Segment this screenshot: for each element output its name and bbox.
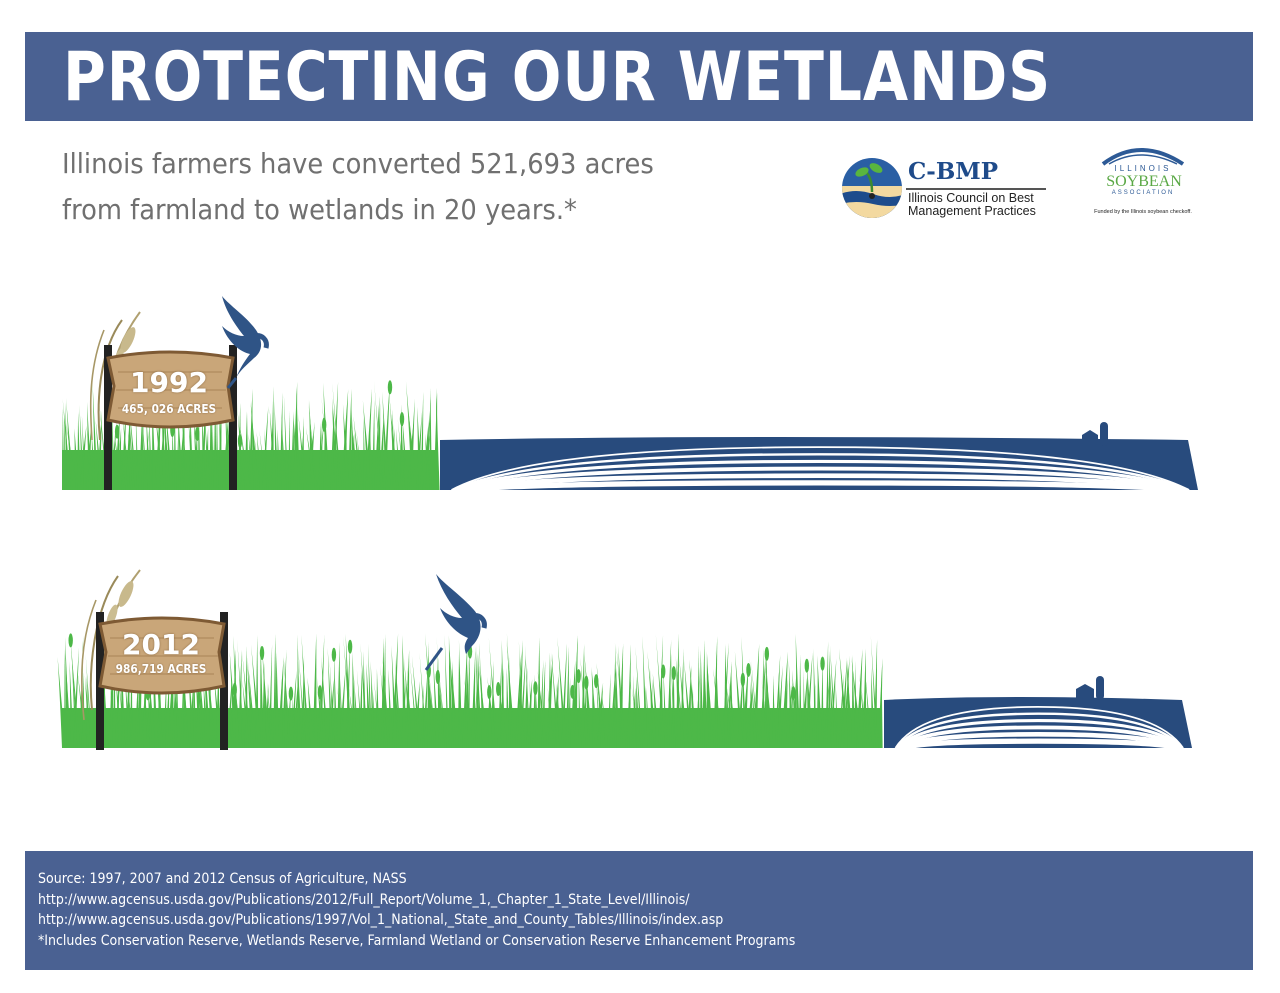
scene-1992 (62, 296, 1198, 493)
footer-link-2012[interactable]: http://www.agcensus.usda.gov/Publication… (38, 891, 690, 908)
footer-link-1997[interactable]: http://www.agcensus.usda.gov/Publication… (38, 912, 724, 928)
scene-2012 (57, 569, 1192, 751)
cbmp-divider (906, 188, 1046, 190)
footer-text: Source: 1997, 2007 and 2012 Census of Ag… (38, 869, 795, 951)
barn-silo-icon (1082, 422, 1108, 446)
sign-acres-2012: 986,719 ACRES (115, 662, 207, 676)
subtitle-line-2: from farmland to wetlands in 20 years.* (62, 193, 577, 226)
wood-sign-1992 (104, 345, 237, 490)
soybean-top-text: ILLINOIS (1114, 164, 1172, 173)
subtitle-line-1: Illinois farmers have converted 521,693 … (62, 147, 654, 180)
footer-line-source: Source: 1997, 2007 and 2012 Census of Ag… (38, 871, 407, 887)
cbmp-logo: C-BMP Illinois Council on Best Managemen… (840, 156, 1055, 222)
sign-year-1992: 1992 (130, 366, 208, 399)
page-title: PROTECTING OUR WETLANDS (63, 38, 1052, 117)
soybean-main-text: SOYBEAN (1106, 173, 1182, 190)
heron-icon (222, 296, 269, 389)
cbmp-name: C-BMP (908, 158, 999, 185)
soybean-funded-text: Funded by the Illinois soybean checkoff. (1094, 209, 1192, 215)
soybean-arc-icon (1101, 148, 1185, 166)
sign-acres-1992: 465, 026 ACRES (121, 402, 217, 416)
cbmp-line-2: Management Practices (908, 204, 1036, 218)
title-banner: PROTECTING OUR WETLANDS (25, 32, 1253, 121)
barn-silo-icon (1076, 676, 1104, 700)
sign-year-2012: 2012 (122, 628, 200, 661)
field-2012 (884, 697, 1192, 751)
sprout-icon (842, 158, 902, 218)
footer-line-note: *Includes Conservation Reserve, Wetlands… (38, 932, 796, 949)
wood-sign-2012 (96, 612, 228, 750)
soybean-sub-text: ASSOCIATION (1111, 190, 1175, 196)
heron-icon (424, 574, 487, 671)
soybean-association-logo: ILLINOIS SOYBEAN ASSOCIATION Funded by t… (1085, 142, 1200, 222)
cbmp-line-1: Illinois Council on Best (908, 191, 1034, 205)
subtitle: Illinois farmers have converted 521,693 … (62, 141, 654, 233)
source-footer: Source: 1997, 2007 and 2012 Census of Ag… (25, 851, 1253, 970)
field-1992 (440, 437, 1198, 493)
